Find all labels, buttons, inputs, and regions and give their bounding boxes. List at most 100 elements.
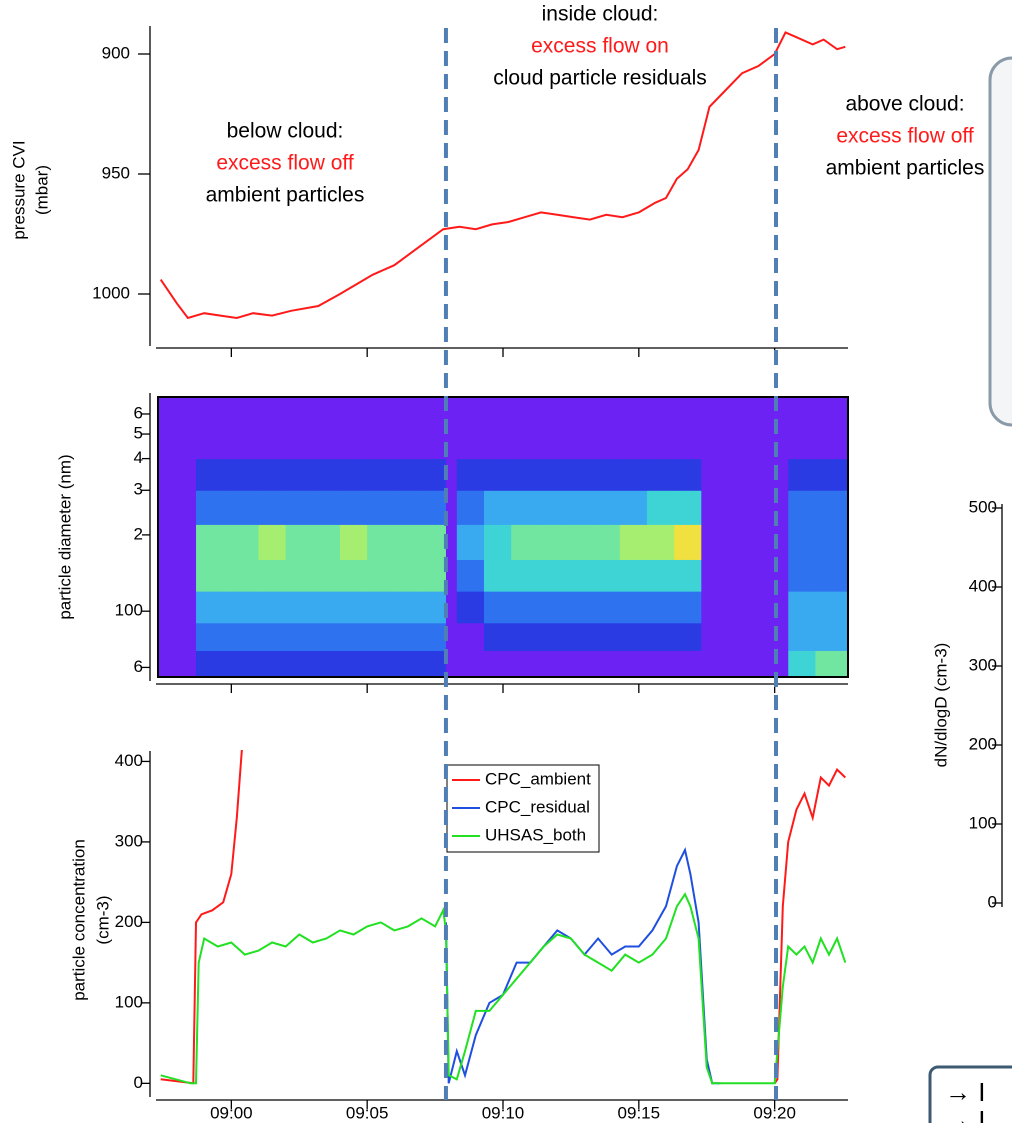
y-tick-label: 900 xyxy=(102,43,130,62)
heatmap-cell xyxy=(788,622,816,651)
heatmap-cell xyxy=(815,650,849,678)
annotation: above cloud: xyxy=(845,93,964,116)
heatmap-cell xyxy=(312,458,341,491)
heatmap-cell xyxy=(394,458,423,491)
heatmap-cell xyxy=(196,397,232,460)
heatmap-cell xyxy=(483,591,512,624)
heatmap-cell xyxy=(592,650,621,678)
y-tick-label: 6 xyxy=(134,403,143,422)
heatmap-cell xyxy=(701,458,778,491)
y-tick-label: 200 xyxy=(115,912,143,931)
heatmap-cell xyxy=(196,622,232,651)
y-tick-label: 6 xyxy=(134,657,143,676)
heatmap-cell xyxy=(538,559,566,592)
heatmap-cell xyxy=(445,650,458,678)
heatmap-cell xyxy=(538,458,566,491)
heatmap-cell xyxy=(158,524,197,560)
heatmap-cell xyxy=(340,559,368,592)
heatmap-cell xyxy=(701,591,778,624)
heatmap-cell xyxy=(701,559,778,592)
heatmap-cell xyxy=(619,622,648,651)
heatmap-cell xyxy=(646,397,675,460)
heatmap-cell xyxy=(788,559,816,592)
heatmap-cell xyxy=(788,591,816,624)
heatmap-cell xyxy=(511,591,539,624)
heatmap-cell xyxy=(674,559,702,592)
heatmap-cell xyxy=(701,490,778,525)
heatmap-cell xyxy=(258,559,287,592)
heatmap-cell xyxy=(565,650,594,678)
heatmap-cell xyxy=(777,524,789,560)
heatmap-cell xyxy=(158,397,197,460)
heatmap-cell xyxy=(646,591,675,624)
heatmap-cell xyxy=(456,490,485,525)
heatmap-cell xyxy=(777,458,789,491)
y-axis-label: (mbar) xyxy=(32,165,51,215)
heatmap-cell xyxy=(674,591,702,624)
heatmap-cell xyxy=(815,559,849,592)
x-tick-label: 09:10 xyxy=(482,1103,525,1122)
annotation: cloud particle residuals xyxy=(493,67,707,90)
heatmap-cell xyxy=(196,650,232,678)
data-line xyxy=(773,767,846,1084)
heatmap-cell xyxy=(231,397,260,460)
heatmap-cell xyxy=(285,458,314,491)
heatmap-cell xyxy=(701,622,778,651)
heatmap-cell xyxy=(674,650,702,678)
heatmap-cell xyxy=(231,650,260,678)
heatmap-cell xyxy=(815,490,849,525)
heatmap-cell xyxy=(565,458,594,491)
heatmap-cell xyxy=(619,397,648,460)
heatmap-cell xyxy=(394,490,423,525)
heatmap-cell xyxy=(511,490,539,525)
heatmap-cell xyxy=(367,490,395,525)
heatmap-cell xyxy=(258,490,287,525)
y-tick-label: 1000 xyxy=(92,283,130,302)
plot-area xyxy=(160,750,847,1085)
heatmap-cell xyxy=(815,524,849,560)
note-box xyxy=(928,1065,1012,1123)
y-tick-label: 0 xyxy=(134,1073,143,1092)
heatmap-cell xyxy=(231,458,260,491)
heatmap-cell xyxy=(394,622,423,651)
heatmap-cell xyxy=(231,524,260,560)
y-tick-label: 300 xyxy=(969,655,997,674)
y-axis-label: pressure CVI xyxy=(9,140,28,239)
heatmap-cell xyxy=(646,650,675,678)
heatmap-cell xyxy=(701,524,778,560)
heatmap-cell xyxy=(340,458,368,491)
y-axis-label: dN/dlogD (cm-3) xyxy=(931,643,950,768)
heatmap-cell xyxy=(367,458,395,491)
heatmap-cell xyxy=(367,559,395,592)
side-panel-box xyxy=(988,56,1012,427)
heatmap-cell xyxy=(158,591,197,624)
heatmap-cell xyxy=(340,524,368,560)
heatmap-cell xyxy=(285,650,314,678)
heatmap-cell xyxy=(456,650,485,678)
heatmap-cell xyxy=(394,650,423,678)
heatmap-cell xyxy=(619,490,648,525)
heatmap-cell xyxy=(674,397,702,460)
note-line: → I xyxy=(945,1105,985,1123)
heatmap-cell xyxy=(788,397,816,460)
heatmap-cell xyxy=(394,591,423,624)
heatmap-cell xyxy=(421,591,447,624)
heatmap-cell xyxy=(312,524,341,560)
heatmap-cell xyxy=(674,622,702,651)
heatmap-cell xyxy=(538,622,566,651)
heatmap-cell xyxy=(646,524,675,560)
heatmap-cell xyxy=(258,524,287,560)
heatmap-cell xyxy=(674,458,702,491)
heatmap-cell xyxy=(483,397,512,460)
heatmap-cell xyxy=(445,397,458,460)
y-tick-label: 200 xyxy=(969,734,997,753)
heatmap-cell xyxy=(619,591,648,624)
heatmap-cell xyxy=(394,524,423,560)
heatmap-cell xyxy=(511,397,539,460)
heatmap-cell xyxy=(538,397,566,460)
heatmap-cell xyxy=(158,650,197,678)
annotation: ambient particles xyxy=(826,157,985,180)
heatmap-cell xyxy=(565,397,594,460)
heatmap-cell xyxy=(158,622,197,651)
